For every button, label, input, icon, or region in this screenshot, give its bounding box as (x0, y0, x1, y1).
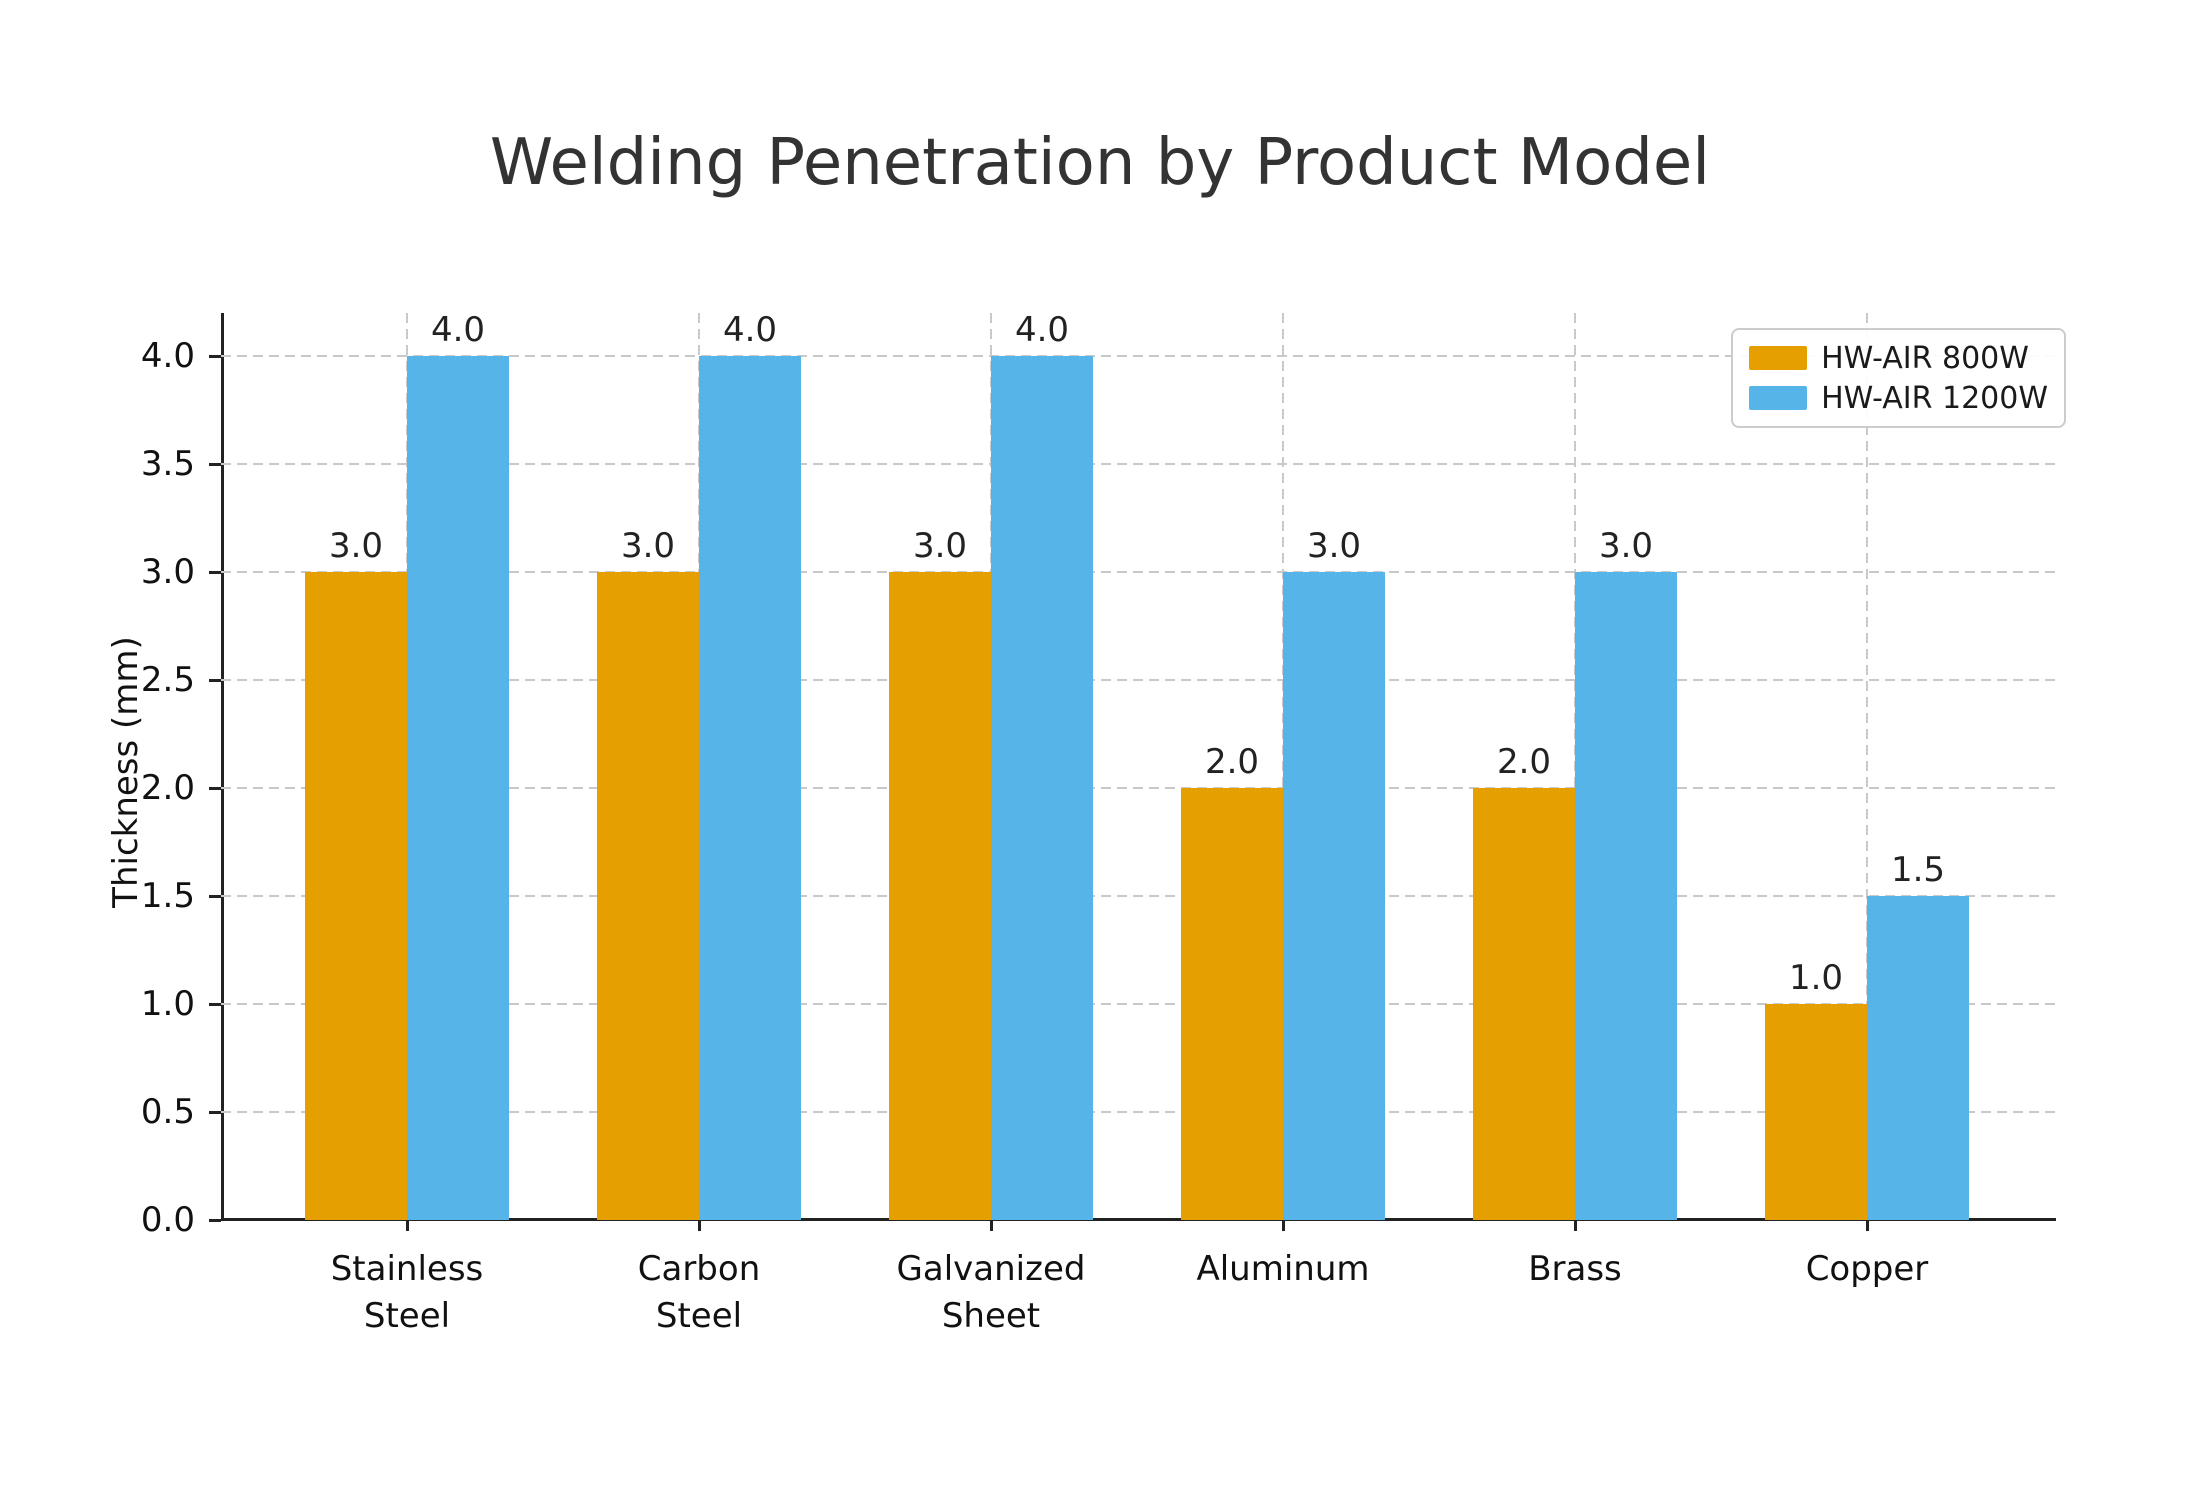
y-tick (209, 570, 221, 574)
bar (1867, 896, 1969, 1220)
bar (991, 356, 1093, 1220)
y-tick (209, 678, 221, 682)
gridline-horizontal (221, 355, 2056, 358)
y-tick-label: 4.0 (140, 336, 195, 377)
bar-value-label: 3.0 (620, 526, 676, 567)
x-tick (989, 1221, 993, 1231)
bar-value-label: 2.0 (1496, 742, 1552, 783)
bar (1765, 1004, 1867, 1220)
y-tick (209, 1218, 221, 1222)
gridline-horizontal (221, 463, 2056, 466)
legend-swatch-blue (1749, 386, 1808, 410)
legend-label: HW-AIR 1200W (1821, 380, 2048, 416)
x-tick (405, 1221, 409, 1231)
x-tick-label: Carbon Steel (637, 1249, 761, 1336)
x-tick-label: Copper (1805, 1249, 1929, 1289)
y-tick-label: 2.5 (140, 660, 195, 701)
bar (407, 356, 509, 1220)
gridline-horizontal (221, 679, 2056, 682)
gridline-vertical (1866, 313, 1868, 1220)
bar-value-label: 3.0 (1598, 526, 1654, 567)
bar (1575, 572, 1677, 1220)
y-tick-label: 0.0 (140, 1200, 195, 1240)
legend-item: HW-AIR 800W (1749, 338, 2048, 378)
y-tick (209, 462, 221, 466)
bar (305, 572, 407, 1220)
bar-value-label: 1.0 (1788, 958, 1844, 999)
gridline-horizontal (221, 571, 2056, 574)
y-tick-label: 3.0 (140, 552, 195, 593)
bar-value-label: 2.0 (1204, 742, 1260, 783)
y-tick-label: 0.5 (140, 1092, 195, 1133)
gridline-horizontal (221, 1003, 2056, 1006)
bar (1181, 788, 1283, 1220)
x-tick-label: Aluminum (1196, 1249, 1370, 1289)
x-tick-label: Galvanized Sheet (896, 1249, 1086, 1336)
x-tick (697, 1221, 701, 1231)
bar-value-label: 1.5 (1890, 850, 1946, 891)
y-axis-spine (221, 313, 224, 1220)
bar-value-label: 3.0 (328, 526, 384, 567)
y-tick (209, 1002, 221, 1006)
gridline-horizontal (221, 895, 2056, 898)
gridline-horizontal (221, 1111, 2056, 1114)
y-tick (209, 354, 221, 358)
bar-value-label: 4.0 (430, 310, 486, 351)
chart-title: Welding Penetration by Product Model (489, 126, 1711, 200)
bar-value-label: 3.0 (1306, 526, 1362, 567)
bar (889, 572, 991, 1220)
y-tick (209, 786, 221, 790)
bar-value-label: 4.0 (722, 310, 778, 351)
bar (1283, 572, 1385, 1220)
bar-value-label: 3.0 (912, 526, 968, 567)
x-axis-spine (221, 1218, 2056, 1221)
legend-item: HW-AIR 1200W (1749, 378, 2048, 418)
bar (597, 572, 699, 1220)
bar-value-label: 4.0 (1014, 310, 1070, 351)
legend: HW-AIR 800W HW-AIR 1200W (1731, 328, 2066, 428)
x-tick (1865, 1221, 1869, 1231)
gridline-horizontal (221, 787, 2056, 790)
bar (699, 356, 801, 1220)
x-tick-label: Stainless Steel (330, 1249, 484, 1336)
y-tick-label: 1.0 (140, 984, 195, 1025)
x-tick-label: Brass (1528, 1249, 1622, 1289)
x-tick (1573, 1221, 1577, 1231)
bar (1473, 788, 1575, 1220)
y-tick (209, 1110, 221, 1114)
x-tick (1281, 1221, 1285, 1231)
plot-area: 3.0 3.0 3.0 2.0 2.0 1.0 4.0 4.0 4.0 3.0 3.0 1.5 (221, 310, 2056, 1220)
y-tick-label: 1.5 (140, 876, 195, 917)
legend-swatch-orange (1749, 346, 1808, 370)
y-tick (209, 894, 221, 898)
y-tick-label: 3.5 (140, 444, 195, 485)
y-tick-label: 2.0 (140, 768, 195, 809)
legend-label: HW-AIR 800W (1821, 340, 2029, 376)
